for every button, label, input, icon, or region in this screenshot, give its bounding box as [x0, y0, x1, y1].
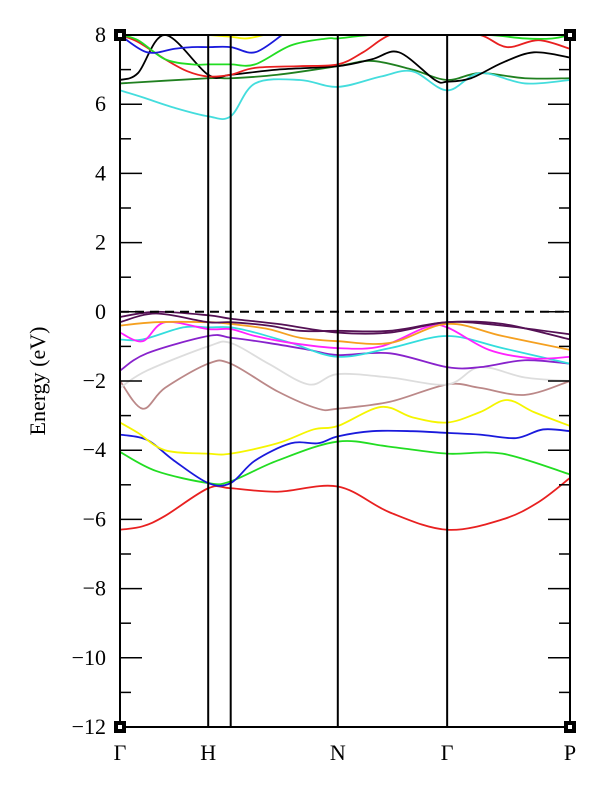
x-tick-label-6: P: [564, 740, 576, 765]
band-line-1: [120, 476, 570, 531]
band-lines: [120, 35, 570, 531]
y-tick-label-10: 6: [95, 91, 106, 116]
y-tick-label-1: −12: [72, 714, 106, 739]
band-line-10: [120, 320, 570, 351]
band-line-8: [120, 325, 570, 365]
band-line-16: [120, 35, 570, 78]
y-tick-label-5: −4: [83, 437, 106, 462]
band-line-2: [120, 440, 570, 486]
band-line-5: [120, 359, 570, 412]
y-axis-title: Energy (eV): [25, 327, 50, 436]
y-tick-label-6: −2: [83, 368, 106, 393]
band-line-7: [120, 334, 570, 372]
x-tick-label-4: N: [330, 740, 346, 765]
x-tick-label-5: Γ: [441, 740, 454, 765]
band-line-14: [120, 69, 570, 120]
band-line-18: [120, 35, 283, 54]
y-tick-label-7: 0: [95, 299, 106, 324]
high-symmetry-lines: [207, 35, 449, 727]
band-line-15: [120, 35, 570, 84]
x-tick-label-2: H: [200, 740, 216, 765]
band-line-11: [120, 312, 570, 341]
band-line-12: [120, 310, 570, 336]
y-tick-label-8: 2: [95, 230, 106, 255]
band-line-3: [120, 428, 570, 487]
plot-frame: [119, 34, 571, 728]
y-tick-label-11: 8: [95, 22, 106, 47]
corner-markers: [114, 29, 576, 733]
y-tick-label-3: −8: [83, 576, 106, 601]
y-ticks: −12 −10 −8 −6 −4 −2 0 2 4 6 8: [72, 22, 570, 739]
y-tick-label-4: −6: [83, 506, 106, 531]
y-tick-label-9: 4: [95, 160, 106, 185]
x-tick-label-1: Γ: [114, 740, 127, 765]
y-tick-label-2: −10: [72, 645, 106, 670]
